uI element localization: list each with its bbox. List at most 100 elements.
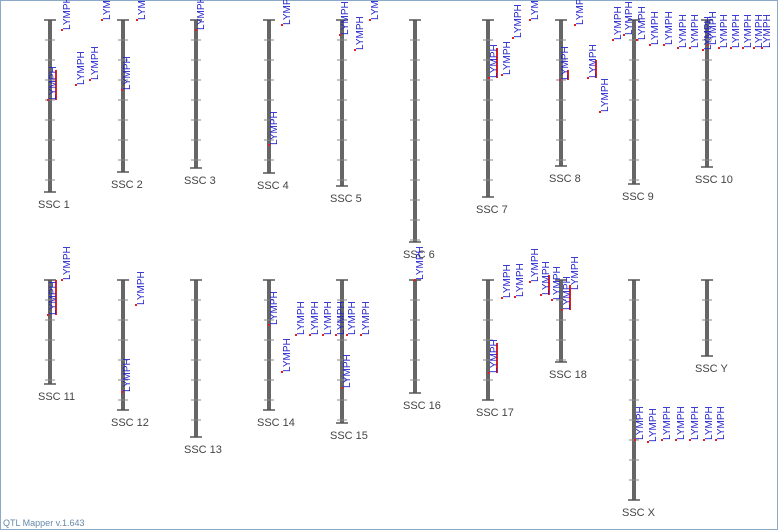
qtl-marker xyxy=(707,44,709,46)
footer: QTL Mapper v.1.643 xyxy=(3,518,85,528)
qtl-label: LYMPH xyxy=(502,264,513,298)
chromosome xyxy=(267,280,271,410)
qtl-marker xyxy=(663,44,665,46)
chromosome-label: SSC 1 xyxy=(38,199,70,211)
qtl-marker xyxy=(295,334,297,336)
qtl-marker xyxy=(101,19,103,21)
chromosome xyxy=(413,280,417,393)
qtl-marker xyxy=(414,279,416,281)
qtl-label: LYMPH xyxy=(648,408,659,442)
qtl-label: LYMPH xyxy=(48,66,59,100)
qtl-marker xyxy=(309,334,311,336)
chromosome-label: SSC 13 xyxy=(184,444,222,456)
qtl-label: LYMPH xyxy=(635,406,646,440)
qtl-marker xyxy=(715,439,717,441)
qtl-marker xyxy=(369,19,371,21)
chromosome xyxy=(559,280,563,362)
qtl-marker xyxy=(753,47,755,49)
qtl-marker xyxy=(346,334,348,336)
chromosome xyxy=(340,20,344,186)
qtl-marker xyxy=(761,47,763,49)
chromosome xyxy=(559,20,563,166)
qtl-label: LYMPH xyxy=(122,56,133,90)
qtl-marker xyxy=(677,47,679,49)
qtl-marker xyxy=(551,299,553,301)
qtl-label: LYMPH xyxy=(489,44,500,78)
qtl-marker xyxy=(268,324,270,326)
chromosome xyxy=(632,280,636,500)
qtl-label: LYMPH xyxy=(530,0,541,20)
chromosome xyxy=(340,280,344,423)
qtl-marker xyxy=(281,24,283,26)
qtl-marker xyxy=(360,334,362,336)
qtl-label: LYMPH xyxy=(296,301,307,335)
qtl-label: LYMPH xyxy=(48,281,59,315)
qtl-label: LYMPH xyxy=(650,11,661,45)
qtl-label: LYMPH xyxy=(515,263,526,297)
qtl-marker xyxy=(339,34,341,36)
qtl-marker xyxy=(730,47,732,49)
chromosome xyxy=(121,20,125,172)
qtl-marker xyxy=(540,294,542,296)
qtl-marker xyxy=(561,309,563,311)
qtl-marker xyxy=(574,24,576,26)
qtl-marker xyxy=(675,439,677,441)
qtl-label: LYMPH xyxy=(676,406,687,440)
chromosome xyxy=(121,280,125,410)
qtl-label: LYMPH xyxy=(762,14,773,48)
qtl-label: LYMPH xyxy=(588,44,599,78)
qtl-label: LYMPH xyxy=(62,246,73,280)
qtl-marker xyxy=(689,439,691,441)
qtl-marker xyxy=(529,281,531,283)
qtl-marker xyxy=(689,47,691,49)
qtl-marker xyxy=(47,314,49,316)
qtl-label: LYMPH xyxy=(541,261,552,295)
qtl-label: LYMPH xyxy=(269,291,280,325)
chromosome xyxy=(194,20,198,168)
chromosome-label: SSC 10 xyxy=(695,174,733,186)
qtl-label: LYMPH xyxy=(719,14,730,48)
qtl-marker xyxy=(121,89,123,91)
qtl-marker xyxy=(488,77,490,79)
qtl-label: LYMPH xyxy=(282,0,293,25)
qtl-marker xyxy=(488,372,490,374)
qtl-label: LYMPH xyxy=(489,339,500,373)
qtl-marker xyxy=(89,79,91,81)
qtl-label: LYMPH xyxy=(624,1,635,35)
qtl-label: LYMPH xyxy=(552,266,563,300)
qtl-label: LYMPH xyxy=(600,78,611,112)
qtl-marker xyxy=(354,49,356,51)
qtl-marker xyxy=(636,39,638,41)
chromosome-label: SSC 7 xyxy=(476,204,508,216)
qtl-label: LYMPH xyxy=(731,14,742,48)
qtl-label: LYMPH xyxy=(340,1,351,35)
chromosome-label: SSC 15 xyxy=(330,430,368,442)
chromosome-label: SSC 12 xyxy=(111,417,149,429)
chromosome-label: SSC 8 xyxy=(549,173,581,185)
chromosome-label: SSC 14 xyxy=(257,417,295,429)
qtl-label: LYMPH xyxy=(704,406,715,440)
qtl-marker xyxy=(599,111,601,113)
qtl-marker xyxy=(612,39,614,41)
qtl-label: LYMPH xyxy=(754,14,765,48)
qtl-marker xyxy=(281,371,283,373)
chromosome-label: SSC 16 xyxy=(403,400,441,412)
qtl-label: LYMPH xyxy=(575,0,586,25)
chromosome-label: SSC X xyxy=(622,507,656,519)
qtl-label: LYMPH xyxy=(678,14,689,48)
qtl-marker xyxy=(559,79,561,81)
chromosome xyxy=(48,20,52,192)
qtl-marker xyxy=(623,34,625,36)
qtl-label: LYMPH xyxy=(90,46,101,80)
qtl-label: LYMPH xyxy=(562,276,573,310)
qtl-label: LYMPH xyxy=(196,0,207,30)
qtl-label: LYMPH xyxy=(703,16,714,50)
qtl-marker xyxy=(649,44,651,46)
qtl-label: LYMPH xyxy=(690,406,701,440)
qtl-marker xyxy=(702,49,704,51)
qtl-label: LYMPH xyxy=(355,16,366,50)
qtl-label: LYMPH xyxy=(62,0,73,30)
qtl-label: LYMPH xyxy=(323,301,334,335)
